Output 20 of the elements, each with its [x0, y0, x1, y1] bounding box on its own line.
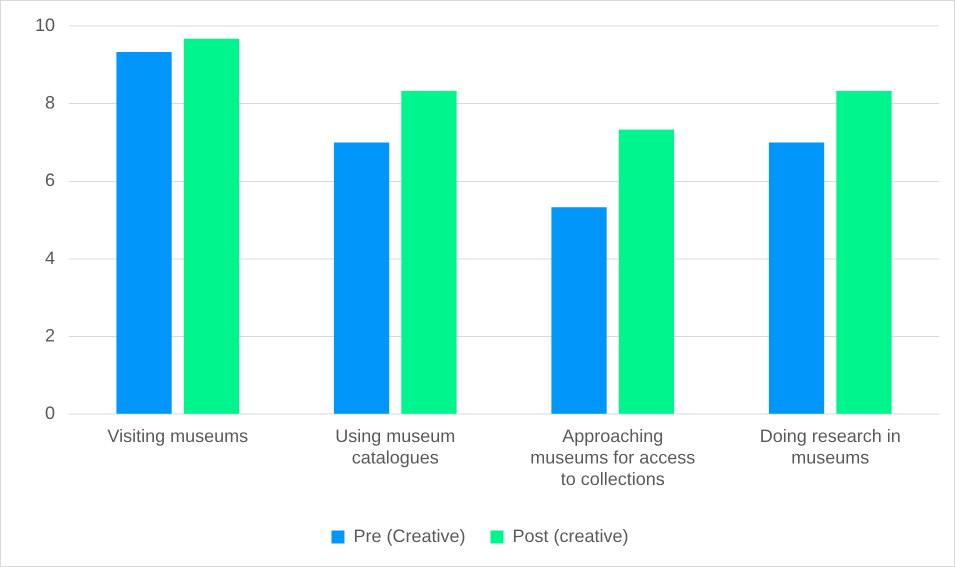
bar: [334, 142, 390, 414]
bar: [184, 38, 240, 414]
bar: [551, 207, 607, 414]
y-tick-label: 2: [45, 326, 56, 346]
y-tick-label: 0: [45, 403, 56, 424]
bar: [618, 130, 674, 414]
y-tick-label: 6: [45, 170, 56, 190]
x-tick-label: Using museum catalogues: [335, 426, 456, 468]
legend-label: Post (creative): [512, 526, 629, 546]
bar: [836, 90, 892, 414]
legend-label: Pre (Creative): [353, 526, 466, 546]
y-tick-label: 4: [45, 248, 56, 268]
x-tick-label: Doing research in museums: [760, 426, 901, 468]
x-tick-label: Visiting museums: [107, 426, 248, 446]
y-tick-label: 8: [45, 92, 56, 113]
bar: [116, 52, 172, 414]
y-tick-label: 10: [34, 14, 56, 35]
bar: [768, 142, 824, 414]
bar: [401, 90, 457, 414]
x-tick-label: Approaching museums for access to collections: [530, 426, 696, 490]
